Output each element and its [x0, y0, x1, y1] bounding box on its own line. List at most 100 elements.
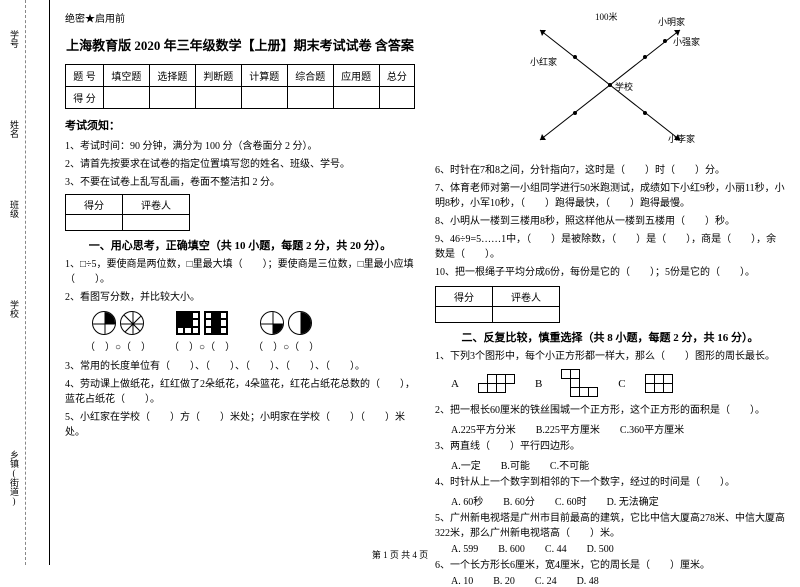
compare-blank: （ ）○（ ）: [253, 338, 319, 353]
option: A. 599: [451, 544, 478, 555]
grid-icon: [176, 311, 200, 335]
option: D. 500: [587, 544, 614, 555]
score-header: 计算题: [241, 65, 287, 87]
score-header: 判断题: [195, 65, 241, 87]
question-4: 4、劳动课上做纸花，红红做了2朵纸花，4朵篮花，红花占纸花总数的（ ），蓝花占纸…: [65, 377, 415, 407]
score-header: 选择题: [149, 65, 195, 87]
option: A. 60秒: [451, 493, 483, 508]
scale-label: 100米: [595, 10, 618, 23]
circle-icon: [288, 311, 312, 335]
question-10: 10、把一根绳子平均分成6份，每份是它的（ ）；5份是它的（ ）。: [435, 265, 785, 280]
q3-options: A.一定 B.可能 C.不可能: [451, 457, 785, 472]
binding-margin: 学号 姓名 班级 学校 乡镇(街道): [0, 0, 50, 565]
option-label-c: C: [618, 378, 625, 390]
reviewer-label: 评卷人: [123, 195, 190, 215]
option: C. 24: [535, 576, 557, 587]
right-column: 100米 小强家 小红家 学校 小李家 小明家 6、时针在7和8之间，分针指向7…: [435, 10, 785, 555]
margin-field-school: 学校: [8, 300, 21, 318]
circle-icon: [120, 311, 144, 335]
question-1: 1、□÷5，要使商是两位数，□里最大填（ ）；要使商是三位数，□里最小应填（ ）…: [65, 257, 415, 287]
node-label: 小李家: [668, 132, 695, 145]
question-2: 2、看图写分数，并比较大小。: [65, 290, 415, 305]
option: B. 60分: [503, 493, 535, 508]
margin-field-class: 班级: [8, 200, 21, 218]
scorer-box: 得分评卷人: [435, 286, 560, 323]
s2-question-1: 1、下列3个图形中，每个小正方形都一样大，那么（ ）图形的周长最长。: [435, 349, 785, 364]
grid-icon: [204, 311, 228, 335]
question-7: 7、体育老师对第一小组同学进行50米跑测试，成绩如下小红9秒，小丽11秒，小明8…: [435, 181, 785, 211]
table-row: 题 号 填空题 选择题 判断题 计算题 综合题 应用题 总分: [66, 65, 415, 87]
fraction-shapes: （ ）○（ ） （ ）○（ ） （ ）○（ ）: [85, 311, 415, 353]
scorer-label: 得分: [66, 195, 123, 215]
scorer-label: 得分: [436, 287, 493, 307]
score-row-label: 得 分: [66, 87, 104, 109]
table-row: 得 分: [66, 87, 415, 109]
notice-list: 1、考试时间：90 分钟，满分为 100 分（含卷面分 2 分）。 2、请首先按…: [65, 137, 415, 188]
shape-b: [562, 370, 598, 397]
score-header: 总分: [379, 65, 414, 87]
q5-options: A. 599 B. 600 C. 44 D. 500: [451, 544, 785, 555]
score-header: 应用题: [333, 65, 379, 87]
shape-c: [646, 375, 673, 393]
s2-question-5: 5、广州新电视塔是广州市目前最高的建筑，它比中信大厦高278米、中信大厦高322…: [435, 511, 785, 541]
tetromino-options: A B C: [451, 370, 785, 397]
score-header: 题 号: [66, 65, 104, 87]
shape-a: [479, 375, 515, 393]
option: D. 无法确定: [607, 493, 659, 508]
margin-field-name: 姓名: [8, 120, 21, 138]
shape-group: （ ）○（ ）: [253, 311, 319, 353]
content-area: 绝密★启用前 上海教育版 2020 年三年级数学【上册】期末考试试卷 含答案 题…: [50, 0, 800, 565]
question-8: 8、小明从一楼到三楼用8秒，照这样他从一楼到五楼用（ ）秒。: [435, 214, 785, 229]
s2-question-6: 6、一个长方形长6厘米，宽4厘米，它的周长是（ ）厘米。: [435, 558, 785, 573]
notice-item: 1、考试时间：90 分钟，满分为 100 分（含卷面分 2 分）。: [65, 137, 415, 152]
notice-heading: 考试须知：: [65, 117, 415, 133]
page-footer: 第 1 页 共 4 页: [372, 548, 428, 561]
option: A.一定: [451, 457, 481, 472]
margin-field-town: 乡镇(街道): [8, 450, 21, 506]
option: C.不可能: [550, 457, 589, 472]
node-label: 学校: [615, 80, 633, 93]
q2-options: A.225平方分米 B.225平方厘米 C.360平方厘米: [451, 421, 785, 436]
exam-page: 学号 姓名 班级 学校 乡镇(街道) 绝密★启用前 上海教育版 2020 年三年…: [0, 0, 800, 565]
direction-diagram: 100米 小强家 小红家 学校 小李家 小明家: [520, 10, 700, 160]
reviewer-label: 评卷人: [493, 287, 560, 307]
option: C. 44: [545, 544, 567, 555]
shape-group: （ ）○（ ）: [169, 311, 235, 353]
question-5: 5、小红家在学校（ ）方（ ）米处；小明家在学校（ ）（ ）米处。: [65, 410, 415, 440]
s2-question-4: 4、时针从上一个数字到相邻的下一个数字，经过的时间是（ ）。: [435, 475, 785, 490]
node-label: 小明家: [658, 15, 685, 28]
option: B.可能: [501, 457, 530, 472]
question-6: 6、时针在7和8之间，分针指向7，这时是（ ）时（ ）分。: [435, 163, 785, 178]
secret-label: 绝密★启用前: [65, 10, 415, 25]
option: D. 48: [577, 576, 599, 587]
option: C. 60时: [555, 493, 587, 508]
notice-item: 2、请首先按要求在试卷的指定位置填写您的姓名、班级、学号。: [65, 155, 415, 170]
fold-line: [25, 0, 26, 565]
circle-icon: [260, 311, 284, 335]
shape-group: （ ）○（ ）: [85, 311, 151, 353]
option: A.225平方分米: [451, 421, 516, 436]
node-label: 小红家: [530, 55, 557, 68]
s2-question-2: 2、把一根长60厘米的铁丝围城一个正方形，这个正方形的面积是（ ）。: [435, 403, 785, 418]
compare-blank: （ ）○（ ）: [85, 338, 151, 353]
option: A. 10: [451, 576, 473, 587]
s2-question-3: 3、两直线（ ）平行四边形。: [435, 439, 785, 454]
circle-icon: [92, 311, 116, 335]
score-header: 综合题: [287, 65, 333, 87]
notice-item: 3、不要在试卷上乱写乱画，卷面不整洁扣 2 分。: [65, 173, 415, 188]
node-label: 小强家: [673, 35, 700, 48]
q4-options: A. 60秒 B. 60分 C. 60时 D. 无法确定: [451, 493, 785, 508]
compare-blank: （ ）○（ ）: [169, 338, 235, 353]
score-header: 填空题: [103, 65, 149, 87]
option: B. 600: [498, 544, 525, 555]
question-3: 3、常用的长度单位有（ ）、（ ）、（ ）、（ ）、（ ）。: [65, 359, 415, 374]
option-label-b: B: [535, 378, 542, 390]
section1-title: 一、用心思考，正确填空（共 10 小题，每题 2 分，共 20 分）。: [65, 237, 415, 253]
option-label-a: A: [451, 378, 459, 390]
scorer-box: 得分评卷人: [65, 194, 190, 231]
exam-title: 上海教育版 2020 年三年级数学【上册】期末考试试卷 含答案: [65, 35, 415, 54]
option: B. 20: [493, 576, 515, 587]
section2-title: 二、反复比较，慎重选择（共 8 小题，每题 2 分，共 16 分）。: [435, 329, 785, 345]
option: C.360平方厘米: [620, 421, 684, 436]
option: B.225平方厘米: [536, 421, 600, 436]
